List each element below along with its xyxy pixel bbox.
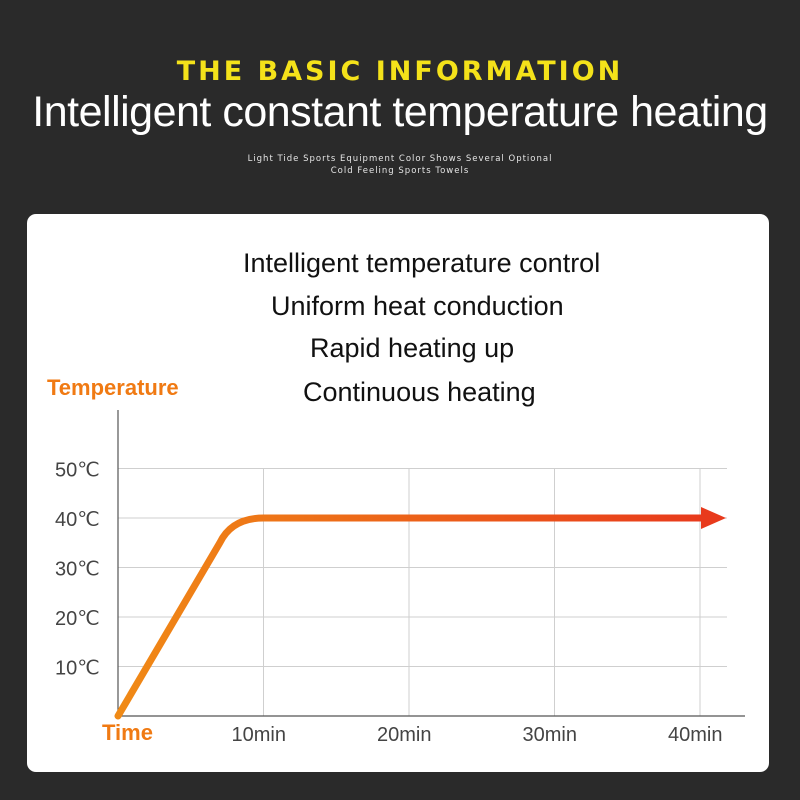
header: THE BASIC INFORMATION Intelligent consta… (0, 0, 800, 200)
y-tick-label: 30℃ (55, 559, 100, 581)
x-tick-label: 20min (377, 724, 431, 746)
y-axis-label: Temperature (47, 375, 179, 400)
feature-continuous-heating: Continuous heating (303, 377, 536, 407)
y-tick-label: 20℃ (55, 608, 100, 630)
temperature-curve (114, 514, 709, 720)
x-tick-label: 40min (668, 724, 722, 746)
eyebrow-title: THE BASIC INFORMATION (176, 56, 624, 87)
feature-rapid-heating: Rapid heating up (310, 333, 515, 363)
subline-line-1: Light Tide Sports Equipment Color Shows … (247, 154, 553, 164)
chart-card: Intelligent temperature control Uniform … (27, 214, 769, 772)
feature-temperature-control: Intelligent temperature control (243, 248, 601, 278)
y-tick-label: 10℃ (55, 658, 100, 680)
curve-arrowhead (701, 507, 726, 529)
x-axis-label: Time (102, 720, 153, 745)
x-tick-label: 10min (232, 724, 286, 746)
headline: Intelligent constant temperature heating (32, 88, 768, 136)
subline-line-2: Cold Feeling Sports Towels (330, 166, 470, 176)
y-tick-label: 40℃ (55, 509, 100, 531)
temperature-chart: 10℃ 20℃ 30℃ 40℃ 50℃ 10min 20min 30min 40min Temp… (47, 375, 745, 746)
feature-heat-conduction: Uniform heat conduction (271, 291, 564, 321)
subline: Light Tide Sports Equipment Color Shows … (0, 153, 800, 177)
x-tick-label: 30min (523, 724, 577, 746)
y-tick-label: 50℃ (55, 460, 100, 482)
